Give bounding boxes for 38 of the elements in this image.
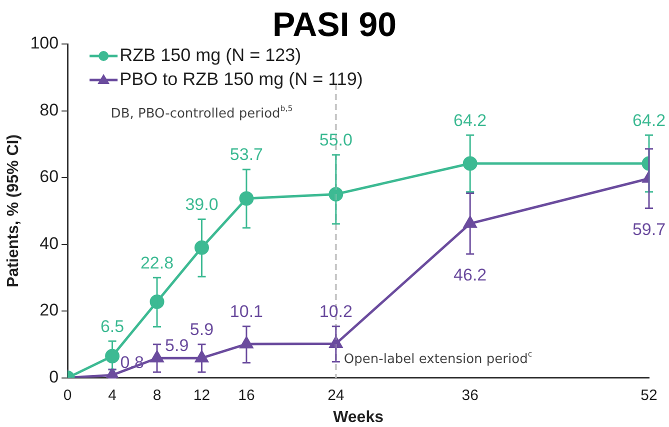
legend-label: RZB 150 mg (N = 123) [120, 44, 302, 65]
data-label: 22.8 [140, 253, 174, 272]
x-tick-label: 8 [152, 386, 162, 404]
y-tick-label: 60 [40, 167, 59, 186]
data-label: 5.9 [190, 320, 214, 340]
data-label: 59.7 [632, 220, 666, 239]
data-label: 64.2 [454, 110, 487, 130]
data-label: 64.2 [632, 110, 666, 130]
y-tick-label: 80 [40, 100, 59, 120]
data-label: 6.5 [100, 316, 124, 336]
x-tick-label: 4 [108, 386, 116, 404]
data-label: 5.9 [165, 336, 189, 355]
data-label: 10.2 [319, 302, 352, 322]
x-tick-label: 52 [640, 386, 658, 404]
y-axis-title: Patients, % (95% CI) [5, 134, 22, 288]
data-label: 39.0 [185, 194, 218, 214]
y-tick-label: 100 [30, 34, 59, 53]
y-tick-label: 0 [49, 367, 59, 386]
point [239, 191, 254, 206]
point [195, 350, 208, 362]
y-tick-label: 40 [40, 234, 59, 253]
x-tick-label: 0 [63, 386, 72, 404]
x-tick-label: 16 [238, 386, 255, 404]
chart-title: PASI 90 [272, 6, 397, 44]
y-tick-label: 20 [40, 300, 59, 320]
legend-label: PBO to RZB 150 mg (N = 119) [120, 68, 363, 89]
point [240, 336, 253, 348]
data-label: 53.7 [230, 145, 264, 164]
point [464, 216, 477, 228]
data-label: 55.0 [319, 130, 352, 150]
x-tick-label: 24 [328, 386, 344, 404]
x-tick-label: 36 [462, 386, 478, 404]
data-label: 46.2 [454, 266, 487, 285]
point [462, 156, 478, 171]
x-axis-title: Weeks [333, 408, 384, 426]
point [150, 350, 164, 362]
data-label: 10.1 [230, 302, 264, 322]
x-tick-label: 12 [193, 386, 210, 404]
